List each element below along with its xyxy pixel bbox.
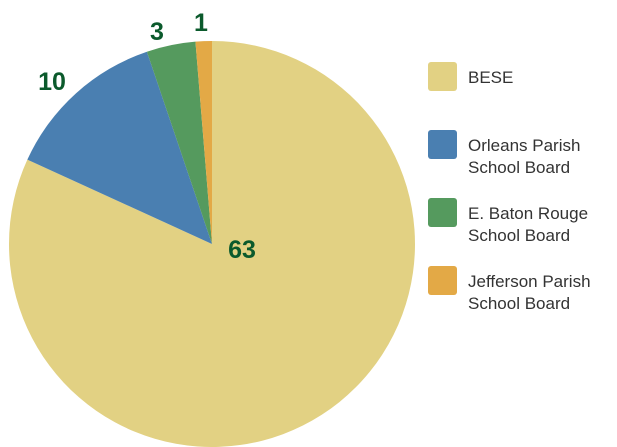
legend-label: BESE <box>468 68 513 87</box>
legend-swatch <box>428 266 457 295</box>
legend-label: E. Baton Rouge School Board <box>468 204 588 245</box>
value-label-bese: 63 <box>228 236 256 264</box>
legend-item-bese: BESE <box>428 62 513 91</box>
legend-label: Orleans Parish School Board <box>468 136 580 177</box>
pie-slice-bese <box>9 41 415 447</box>
pie-slices <box>9 41 415 447</box>
value-label-orleans-parish-school-board: 10 <box>38 68 66 96</box>
legend-swatch <box>428 130 457 159</box>
pie-value-labels: 63 10 3 1 <box>38 9 256 264</box>
legend-swatch <box>428 62 457 91</box>
pie-slice-jefferson-parish-school-board <box>195 41 212 244</box>
legend-label: Jefferson Parish School Board <box>468 272 591 313</box>
value-label-jefferson-parish-school-board: 1 <box>194 9 208 37</box>
legend-swatch <box>428 198 457 227</box>
pie-slice-orleans-parish-school-board <box>27 51 213 244</box>
value-label-e-baton-rouge-school-board: 3 <box>150 18 164 46</box>
legend-item-jefferson-parish-school-board: Jefferson Parish School Board <box>428 266 591 313</box>
legend-item-e-baton-rouge-school-board: E. Baton Rouge School Board <box>428 198 588 245</box>
legend: BESE Orleans Parish School Board E. Baton R… <box>428 62 591 313</box>
pie-slice-e-baton-rouge-school-board <box>146 41 212 245</box>
legend-item-orleans-parish-school-board: Orleans Parish School Board <box>428 130 580 177</box>
